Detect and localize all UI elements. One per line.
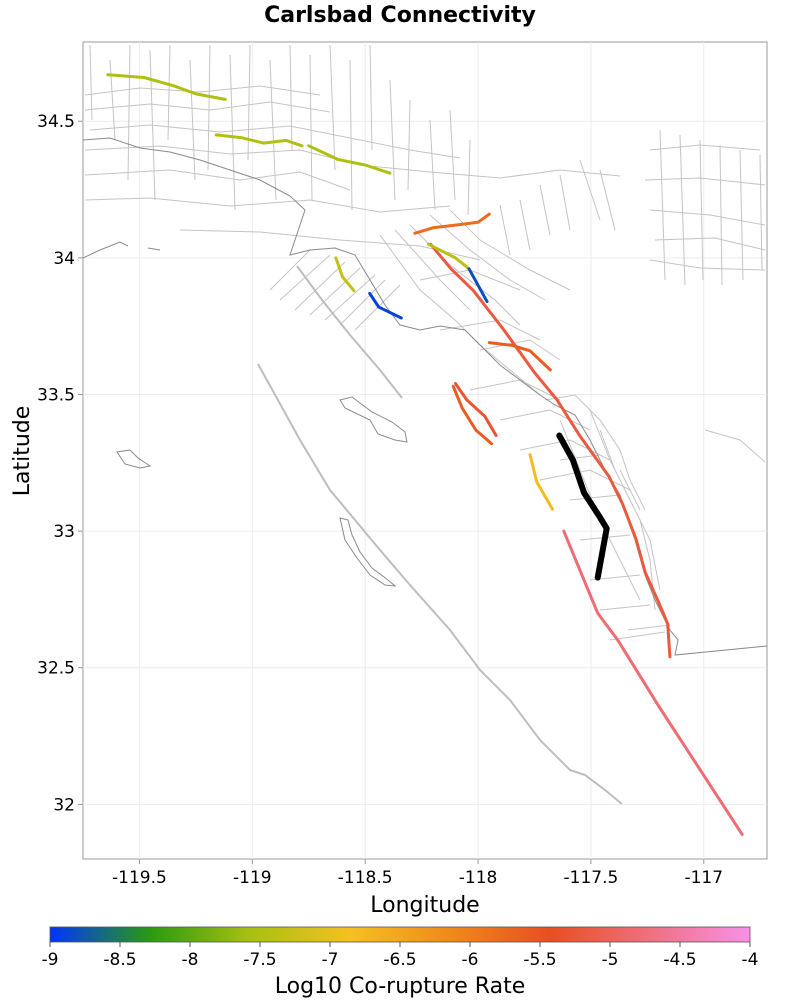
connected-fault-trace xyxy=(106,73,227,101)
x-tick-label: -117 xyxy=(684,868,723,888)
chart-title: Carlsbad Connectivity xyxy=(264,3,536,28)
x-axis-ticks: -119.5 -119 -118.5 -118 -117.5 -117 xyxy=(112,859,723,888)
colorbar-tick-label: -6.5 xyxy=(383,950,416,970)
colorbar-tick-label: -6 xyxy=(462,950,479,970)
connected-fault-trace xyxy=(451,384,494,446)
connected-fault-trace xyxy=(454,382,498,437)
colorbar-tick-label: -8.5 xyxy=(103,950,136,970)
connected-fault-trace xyxy=(426,242,471,271)
colorbar-tick-label: -4.5 xyxy=(663,950,696,970)
y-tick-label: 34.5 xyxy=(37,112,75,132)
coastline-north-bay xyxy=(83,241,161,259)
background-fault-grid-west xyxy=(84,44,621,216)
connected-fault-trace xyxy=(334,256,356,293)
colorbar-tick-label: -4 xyxy=(742,950,759,970)
x-axis-label: Longitude xyxy=(370,893,479,918)
colorbar-tick-label: -7.5 xyxy=(243,950,276,970)
map-layers xyxy=(83,44,767,836)
colorbar-tick-label: -5.5 xyxy=(523,950,556,970)
y-axis-ticks: 34.5 34 33.5 33 32.5 32 xyxy=(37,112,83,815)
y-tick-label: 33 xyxy=(53,522,75,542)
y-tick-label: 32 xyxy=(53,795,75,815)
connected-fault-trace xyxy=(562,529,744,836)
colorbar-label: Log10 Co-rupture Rate xyxy=(275,974,526,999)
background-fault-offshore-long xyxy=(257,363,623,805)
background-fault-network xyxy=(84,44,766,805)
background-fault-offshore-short xyxy=(296,265,403,399)
connected-fault-trace xyxy=(467,267,489,304)
santa-catalina-island xyxy=(339,396,408,443)
plot-area xyxy=(82,41,768,860)
colorbar-tick-label: -7 xyxy=(322,950,339,970)
connected-fault-trace xyxy=(429,242,672,659)
x-tick-label: -117.5 xyxy=(564,868,619,888)
carlsbad-fault-group xyxy=(556,432,610,581)
colorbar-tick-label: -8 xyxy=(182,950,199,970)
colorbar-tick-label: -5 xyxy=(602,950,619,970)
connected-faults xyxy=(106,73,744,836)
colorbar xyxy=(49,926,751,943)
connected-fault-trace xyxy=(307,144,392,175)
connected-fault-trace xyxy=(528,453,554,511)
y-tick-label: 34 xyxy=(53,249,75,269)
san-nicolas-island xyxy=(116,449,152,469)
san-clemente-island xyxy=(339,517,397,587)
connected-fault-trace xyxy=(214,133,304,148)
connected-fault-trace xyxy=(368,291,403,320)
x-tick-label: -119 xyxy=(233,868,272,888)
x-tick-label: -119.5 xyxy=(112,868,167,888)
background-fault-grid-east xyxy=(499,129,766,463)
connected-fault-trace xyxy=(487,341,552,372)
x-tick-label: -118.5 xyxy=(338,868,393,888)
colorbar-tick-label: -9 xyxy=(42,950,59,970)
carlsbad-fault-trace xyxy=(556,432,610,581)
connected-fault-trace xyxy=(413,212,491,235)
x-tick-label: -118 xyxy=(459,868,498,888)
y-tick-label: 33.5 xyxy=(37,385,75,405)
y-axis-label: Latitude xyxy=(10,406,35,497)
y-tick-label: 32.5 xyxy=(37,659,75,679)
colorbar-ticks: -9 -8.5 -8 -7.5 -7 -6.5 -6 -5.5 -5 -4.5 -4 xyxy=(42,942,759,970)
